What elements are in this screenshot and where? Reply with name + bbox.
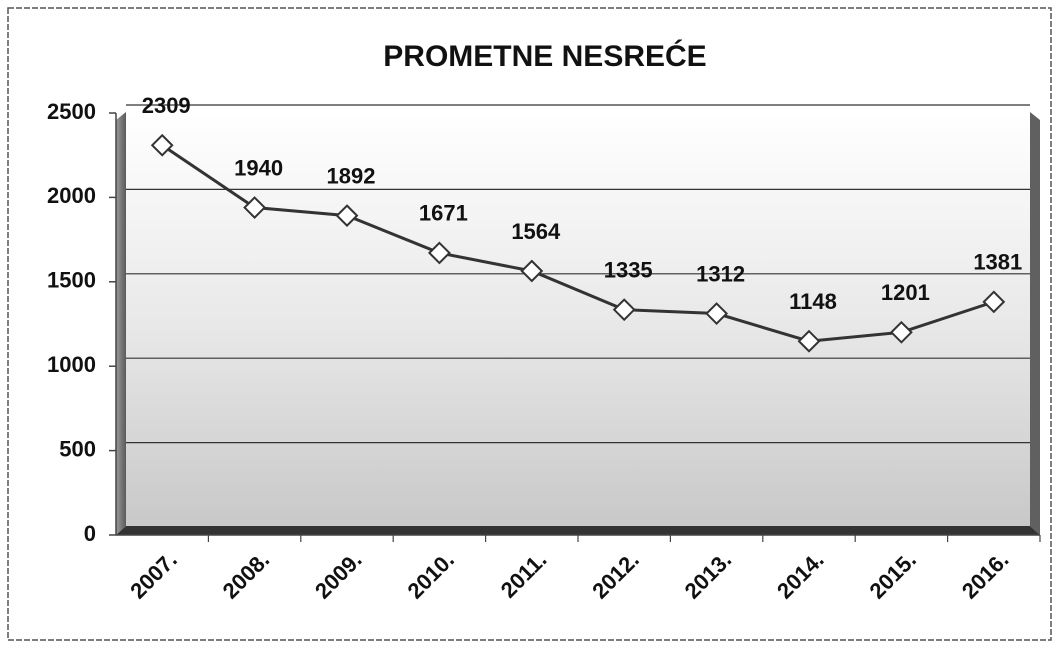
data-label: 1335 [604, 257, 653, 282]
y-tick-label: 2500 [47, 99, 96, 124]
y-tick-label: 500 [59, 436, 96, 461]
data-label: 1381 [973, 250, 1022, 275]
data-label: 2309 [142, 93, 191, 118]
marker [982, 290, 1006, 314]
data-label: 1564 [511, 219, 561, 244]
data-label: 1201 [881, 280, 930, 305]
y-tick-label: 1000 [47, 352, 96, 377]
left-wall [116, 112, 126, 535]
marker [705, 302, 729, 325]
marker [797, 329, 821, 353]
right-wall [1030, 112, 1040, 535]
data-label: 1671 [419, 201, 468, 226]
y-tick-label: 1500 [47, 268, 96, 293]
y-tick-label: 0 [84, 521, 96, 546]
data-label: 1940 [234, 155, 283, 180]
marker [889, 320, 913, 344]
marker [335, 204, 359, 228]
data-label: 1312 [696, 261, 745, 286]
y-tick-label: 2000 [47, 183, 96, 208]
marker [520, 259, 544, 283]
line [161, 143, 995, 343]
marker [612, 298, 636, 322]
marker [243, 196, 267, 219]
floor [116, 526, 1040, 535]
chart-title: PROMETNE NESREĆE [383, 39, 706, 73]
data-label: 1148 [789, 289, 837, 314]
plot-area [126, 112, 1030, 526]
marker [427, 241, 451, 265]
marker [150, 133, 174, 157]
data-label: 1892 [327, 163, 376, 188]
